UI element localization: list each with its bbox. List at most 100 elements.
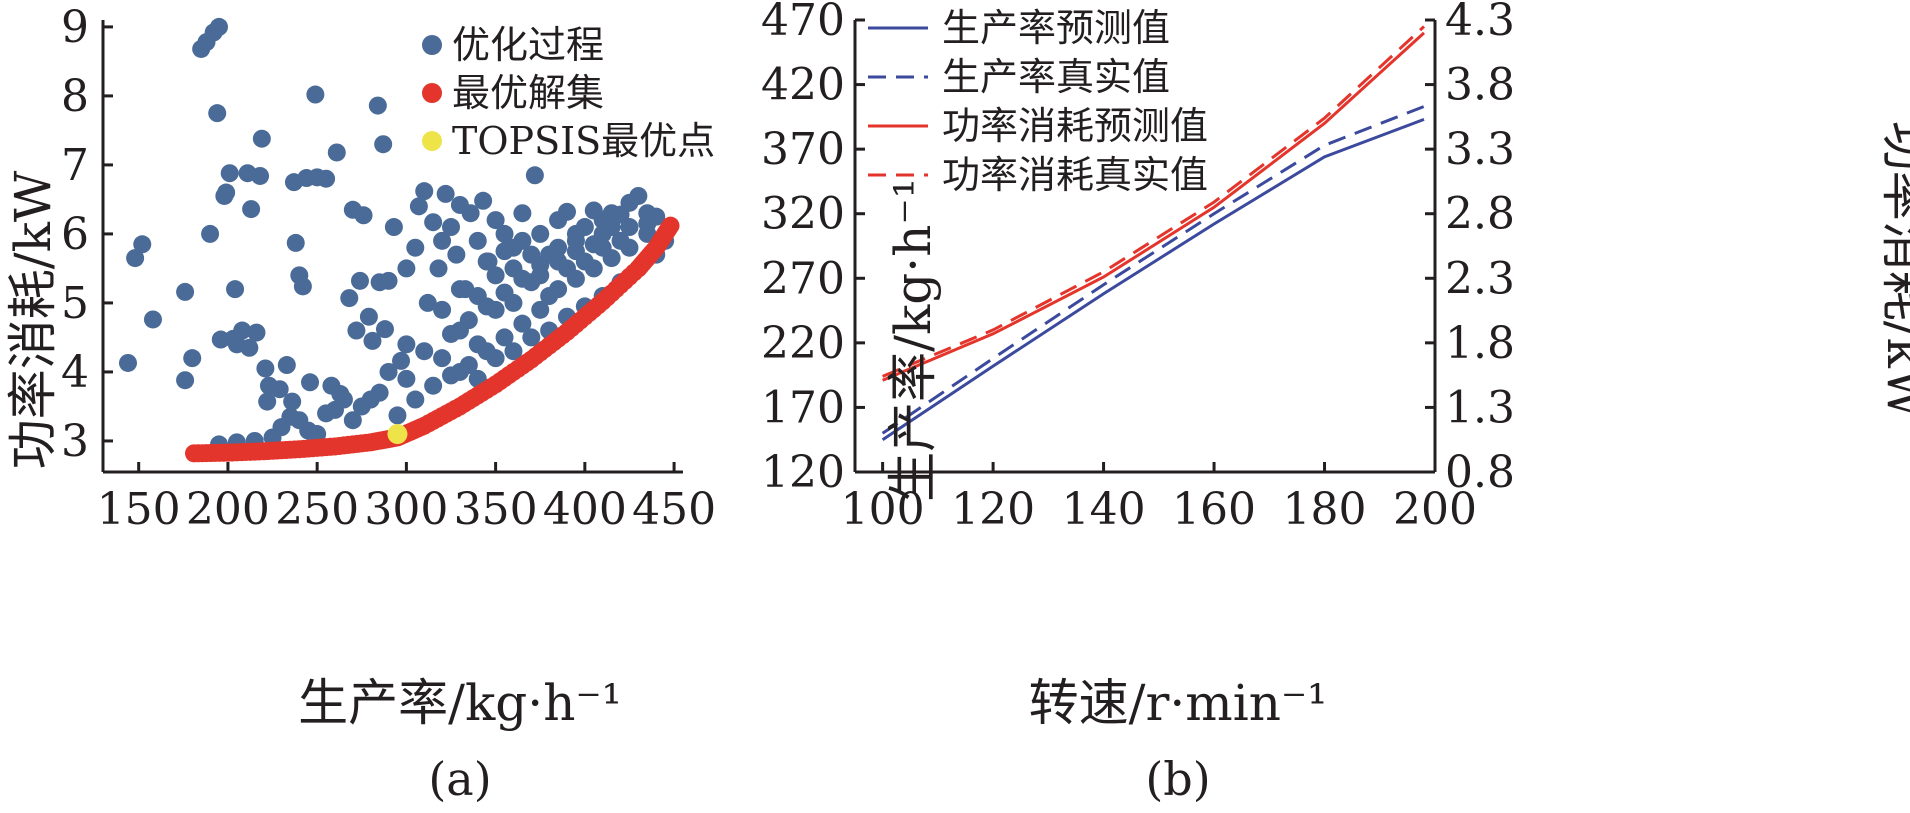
process-point [350, 271, 369, 290]
process-point [306, 85, 325, 104]
chart-b-y2-tick-label: 2.3 [1445, 253, 1515, 304]
chart-b-y2-tick-label: 4.3 [1445, 0, 1515, 46]
process-point [277, 356, 296, 375]
process-point [450, 280, 469, 299]
process-point [468, 231, 487, 250]
process-point [368, 96, 387, 115]
process-point [283, 392, 302, 411]
chart-b-marks [881, 25, 1426, 441]
process-point [525, 166, 544, 185]
process-point [256, 359, 275, 378]
process-point [602, 218, 621, 237]
series-line [882, 25, 1426, 378]
process-point [392, 351, 411, 370]
process-point [629, 186, 648, 205]
process-point [379, 271, 398, 290]
process-point [504, 342, 523, 361]
process-point [126, 249, 145, 268]
chart-b-x-label: 转速/r·min⁻¹ [1029, 674, 1328, 732]
chart-b-y-tick-label: 120 [761, 447, 845, 498]
chart-b-y-tick-label: 470 [761, 0, 845, 46]
process-point [522, 328, 541, 347]
process-point [486, 211, 505, 230]
process-point [183, 349, 202, 368]
chart-b-x-tick-label: 120 [951, 484, 1035, 535]
legend-marker [422, 83, 442, 103]
chart-a-x-tick-label: 150 [97, 484, 181, 535]
chart-a-y-tick-label: 6 [61, 209, 89, 260]
process-point [354, 206, 373, 225]
process-point [424, 376, 443, 395]
chart-b: 100 120 140 160 180 2001201702202703203704204… [761, 0, 1910, 806]
series-line [881, 117, 1425, 441]
process-point [220, 164, 239, 183]
process-point [363, 331, 382, 350]
process-point [495, 283, 514, 302]
process-point [327, 143, 346, 162]
legend-label: TOPSIS最优点 [452, 119, 715, 163]
process-point [258, 392, 277, 411]
legend-label: 功率消耗预测值 [942, 104, 1208, 148]
chart-b-axes: 100 120 140 160 180 2001201702202703203704204… [761, 0, 1515, 535]
process-point [347, 321, 366, 340]
chart-a-x-tick-label: 400 [543, 484, 627, 535]
process-point [415, 342, 434, 361]
process-point [334, 390, 353, 409]
process-point [486, 349, 505, 368]
process-point [233, 321, 252, 340]
process-point [397, 259, 416, 278]
process-point [429, 259, 448, 278]
chart-a-x-tick-label: 350 [454, 484, 538, 535]
process-point [442, 324, 460, 343]
chart-a-y-tick-label: 9 [61, 2, 89, 53]
process-point [566, 242, 585, 261]
process-point [281, 407, 300, 426]
process-point [406, 238, 425, 257]
chart-b-y-tick-label: 320 [761, 189, 845, 240]
chart-b-y2-tick-label: 1.3 [1445, 382, 1515, 433]
chart-a-panel-label: (a) [428, 752, 491, 806]
process-point [176, 371, 195, 390]
process-point [317, 169, 336, 188]
process-point [252, 129, 271, 148]
process-point [176, 282, 195, 301]
process-point [513, 204, 532, 223]
chart-a-x-tick-label: 200 [186, 484, 270, 535]
process-point [343, 411, 362, 430]
process-point [286, 233, 305, 252]
process-point [513, 269, 532, 288]
process-point [531, 224, 550, 243]
series-line [881, 105, 1425, 435]
chart-a-y-tick-label: 8 [61, 71, 89, 122]
process-point [340, 289, 359, 308]
process-point [513, 231, 532, 250]
process-point [301, 373, 320, 392]
process-point [433, 231, 452, 250]
chart-a-x-tick-label: 450 [632, 484, 716, 535]
chart-b-y2-tick-label: 3.8 [1445, 60, 1515, 111]
chart-b-y2-tick-label: 1.8 [1445, 318, 1515, 369]
process-point [352, 397, 371, 416]
process-point [415, 182, 434, 201]
process-point [317, 404, 336, 423]
chart-b-y2-tick-label: 3.3 [1445, 124, 1515, 175]
process-point [384, 218, 403, 237]
process-point [409, 197, 428, 216]
chart-b-y-tick-label: 220 [761, 318, 845, 369]
process-point [242, 200, 261, 219]
chart-b-panel-label: (b) [1145, 752, 1210, 806]
process-point [477, 297, 496, 316]
process-point [143, 310, 162, 329]
process-point [549, 238, 568, 257]
process-point [549, 252, 568, 271]
process-point [584, 259, 603, 278]
process-point [474, 191, 493, 210]
chart-a-x-tick-label: 300 [364, 484, 448, 535]
process-point [450, 362, 469, 381]
process-point [251, 166, 270, 185]
process-point [638, 214, 657, 233]
chart-b-y2-tick-label: 0.8 [1445, 447, 1515, 498]
legend-label: 最优解集 [452, 71, 604, 115]
process-point [495, 224, 514, 243]
